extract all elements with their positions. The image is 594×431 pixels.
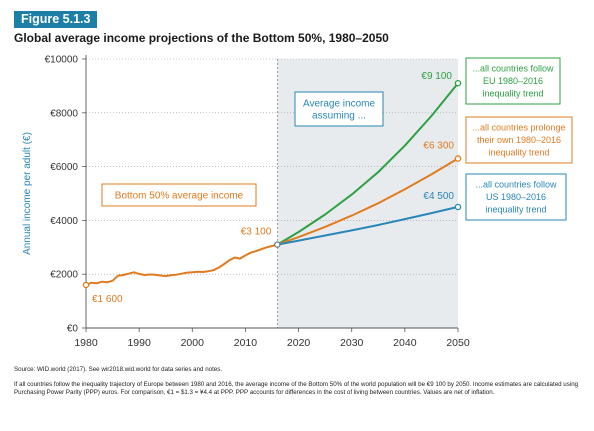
data-label-own-end: €6 300 xyxy=(423,141,454,152)
figure-label: Figure 5.1.3 xyxy=(14,11,98,28)
income-projection-chart: €0 €2000 €4000 €6000 €8000 €10000 1980 1990 2000… xyxy=(22,55,573,349)
annotation-historical: Bottom 50% average income xyxy=(101,183,257,207)
x-tick-label: 1990 xyxy=(127,337,151,349)
x-tick-label: 2020 xyxy=(287,337,311,349)
marker-end-eu xyxy=(454,79,462,87)
annotation-assuming-line-2: assuming ... xyxy=(312,111,366,122)
annotation-own-line-2: their own 1980–2016 xyxy=(477,135,561,145)
annotation-eu-frame xyxy=(465,57,561,105)
annotation-historical-frame xyxy=(101,183,257,207)
annotation-us-line-1: ...all countries follow xyxy=(475,180,557,190)
annotation-assuming-line-1: Average income xyxy=(303,99,376,110)
y-tick-label: €6000 xyxy=(50,162,78,173)
series-line-historical xyxy=(85,243,279,286)
annotation-own: ...all countries prolonge their own 1980–… xyxy=(465,116,573,164)
x-tick-label: 2010 xyxy=(234,337,258,349)
annotation-own-line-1: ...all countries prolonge xyxy=(472,123,565,133)
series-line-us xyxy=(276,205,459,246)
annotation-eu-line-3: inequality trend xyxy=(482,89,543,99)
y-tick-label: €10000 xyxy=(45,55,79,66)
annotation-eu-line-1: ...all countries follow xyxy=(472,64,554,74)
annotation-us-line-2: US 1980–2016 xyxy=(486,192,546,202)
marker-end-own xyxy=(454,155,462,162)
x-tick-label: 1980 xyxy=(74,337,98,349)
annotation-own-line-3: inequality trend xyxy=(488,148,549,158)
annotation-us: ...all countries follow US 1980–2016 inequ… xyxy=(465,173,567,221)
chart-title: Global average income projections of the… xyxy=(14,31,389,45)
annotation-us-line-3: inequality trend xyxy=(485,205,546,215)
x-tick-label: 2030 xyxy=(340,337,364,349)
annotation-eu: ...all countries follow EU 1980–2016 inequ… xyxy=(465,57,561,105)
data-label-current: €3 100 xyxy=(241,227,272,238)
x-tick-label: 2040 xyxy=(393,337,417,349)
annotation-eu-line-2: EU 1980–2016 xyxy=(483,76,543,86)
data-label-eu-end: €9 100 xyxy=(421,71,452,82)
series-line-own xyxy=(276,157,459,246)
y-tick-label: €4000 xyxy=(50,216,78,227)
footnote: If all countries follow the inequality t… xyxy=(14,381,579,396)
data-label-us-end: €4 500 xyxy=(423,191,454,202)
y-axis-title: Annual income per adult (€) xyxy=(22,132,33,255)
marker-current xyxy=(274,241,281,248)
y-tick-label: €0 xyxy=(67,324,79,335)
annotation-assuming: Average incomeassuming ... xyxy=(294,91,384,127)
series-line-eu xyxy=(276,82,459,246)
x-tick-label: 2000 xyxy=(181,337,205,349)
y-tick-label: €2000 xyxy=(50,270,78,281)
annotation-own-frame xyxy=(465,116,573,164)
annotation-assuming-frame xyxy=(294,91,384,127)
y-tick-label: €8000 xyxy=(50,108,78,119)
marker-end-us xyxy=(454,203,462,211)
source-note: Source: WID.world (2017). See wir2018.wi… xyxy=(14,366,223,373)
x-tick-label: 2050 xyxy=(446,337,470,349)
annotation-historical-line-1: Bottom 50% average income xyxy=(115,191,244,202)
marker-start xyxy=(82,281,90,289)
annotation-us-frame xyxy=(465,173,567,221)
data-label-start: €1 600 xyxy=(92,294,123,305)
